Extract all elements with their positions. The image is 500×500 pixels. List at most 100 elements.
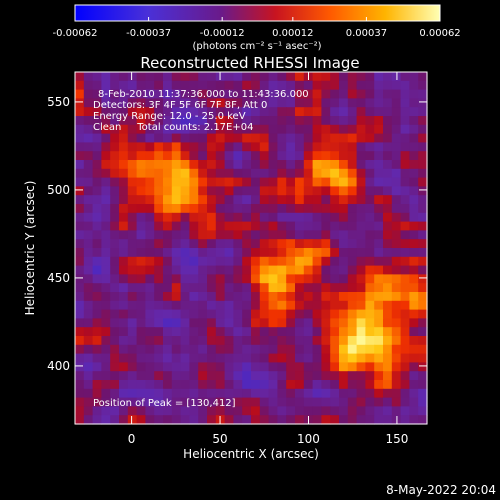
heatmap-cell <box>251 248 261 258</box>
heatmap-cell <box>321 388 331 399</box>
heatmap-cell <box>409 89 419 99</box>
heatmap-cell <box>189 380 199 390</box>
heatmap-cell <box>383 309 393 319</box>
heatmap-cell <box>286 406 296 416</box>
heatmap-cell <box>154 274 164 284</box>
heatmap-cell <box>330 362 340 372</box>
heatmap-cell <box>391 292 402 302</box>
heatmap-cell <box>303 344 314 355</box>
heatmap-cell <box>339 239 349 249</box>
heatmap-cell <box>75 98 85 108</box>
heatmap-cell <box>198 89 208 99</box>
heatmap-cell <box>259 300 270 311</box>
heatmap-cell <box>242 116 252 126</box>
heatmap-cell <box>251 186 261 196</box>
heatmap-cell <box>330 239 340 249</box>
heatmap-cell <box>365 204 375 214</box>
heatmap-cell <box>400 397 410 407</box>
heatmap-cell <box>224 133 234 143</box>
heatmap-cell <box>374 406 384 416</box>
heatmap-cell <box>224 177 234 187</box>
heatmap-cell <box>268 336 278 346</box>
heatmap-cell <box>400 230 410 240</box>
heatmap-cell <box>83 380 94 390</box>
heatmap-cell <box>110 327 120 337</box>
heatmap-cell <box>110 344 120 355</box>
heatmap-cell <box>180 406 190 416</box>
heatmap-cell <box>330 248 340 258</box>
heatmap-cell <box>110 230 120 240</box>
heatmap-cell <box>330 168 340 179</box>
heatmap-cell <box>154 124 164 135</box>
heatmap-cell <box>101 230 111 240</box>
heatmap-cell <box>277 406 287 416</box>
heatmap-cell <box>251 133 261 143</box>
heatmap-cell <box>163 300 173 311</box>
heatmap-cell <box>330 177 340 187</box>
heatmap-cell <box>268 274 278 284</box>
heatmap-cell <box>163 248 173 258</box>
heatmap-cell <box>198 124 208 135</box>
heatmap-cell <box>418 300 428 311</box>
heatmap-cell <box>171 380 182 390</box>
heatmap-cell <box>163 98 173 108</box>
colorbar-tick-label: 0.00037 <box>346 28 387 39</box>
heatmap-cell <box>286 212 296 223</box>
heatmap-cell <box>207 98 217 108</box>
heatmap-cell <box>180 80 190 91</box>
heatmap-cell <box>409 380 419 390</box>
heatmap-cell <box>189 142 199 152</box>
heatmap-cell <box>303 397 314 407</box>
heatmap-cell <box>92 195 102 205</box>
heatmap-cell <box>242 151 252 161</box>
heatmap-cell <box>356 168 366 179</box>
heatmap-cell <box>127 186 138 196</box>
heatmap-cell <box>365 336 375 346</box>
heatmap-cell <box>163 371 173 381</box>
heatmap-cell <box>356 292 366 302</box>
heatmap-cell <box>75 239 85 249</box>
heatmap-cell <box>347 406 358 416</box>
heatmap-cell <box>268 362 278 372</box>
heatmap-cell <box>356 239 366 249</box>
heatmap-cell <box>136 124 146 135</box>
heatmap-cell <box>277 230 287 240</box>
heatmap-cell <box>145 116 155 126</box>
heatmap-cell <box>101 151 111 161</box>
heatmap-cell <box>312 397 322 407</box>
heatmap-cell <box>110 300 120 311</box>
heatmap-cell <box>391 256 402 267</box>
heatmap-cell <box>215 212 226 223</box>
heatmap-cell <box>224 344 234 355</box>
heatmap-cell <box>242 388 252 399</box>
heatmap-cell <box>303 265 314 275</box>
heatmap-cell <box>277 133 287 143</box>
heatmap-cell <box>303 274 314 284</box>
heatmap-cell <box>365 274 375 284</box>
heatmap-cell <box>277 151 287 161</box>
heatmap-cell <box>383 274 393 284</box>
heatmap-cell <box>101 406 111 416</box>
heatmap-cell <box>171 336 182 346</box>
heatmap-cell <box>83 142 94 152</box>
heatmap-cell <box>391 283 402 293</box>
heatmap-cell <box>312 371 322 381</box>
heatmap-cell <box>383 230 393 240</box>
heatmap-cell <box>400 300 410 311</box>
heatmap-cell <box>215 327 226 337</box>
heatmap-cell <box>242 265 252 275</box>
heatmap-cell <box>189 274 199 284</box>
heatmap-cell <box>127 133 138 143</box>
heatmap-cell <box>233 160 243 170</box>
heatmap-cell <box>356 195 366 205</box>
heatmap-cell <box>418 204 428 214</box>
heatmap-cell <box>251 239 261 249</box>
heatmap-cell <box>400 292 410 302</box>
heatmap-cell <box>312 380 322 390</box>
heatmap-cell <box>83 80 94 91</box>
heatmap-cell <box>189 133 199 143</box>
heatmap-cell <box>189 300 199 311</box>
heatmap-cell <box>356 327 366 337</box>
heatmap-cell <box>127 195 138 205</box>
heatmap-cell <box>145 89 155 99</box>
